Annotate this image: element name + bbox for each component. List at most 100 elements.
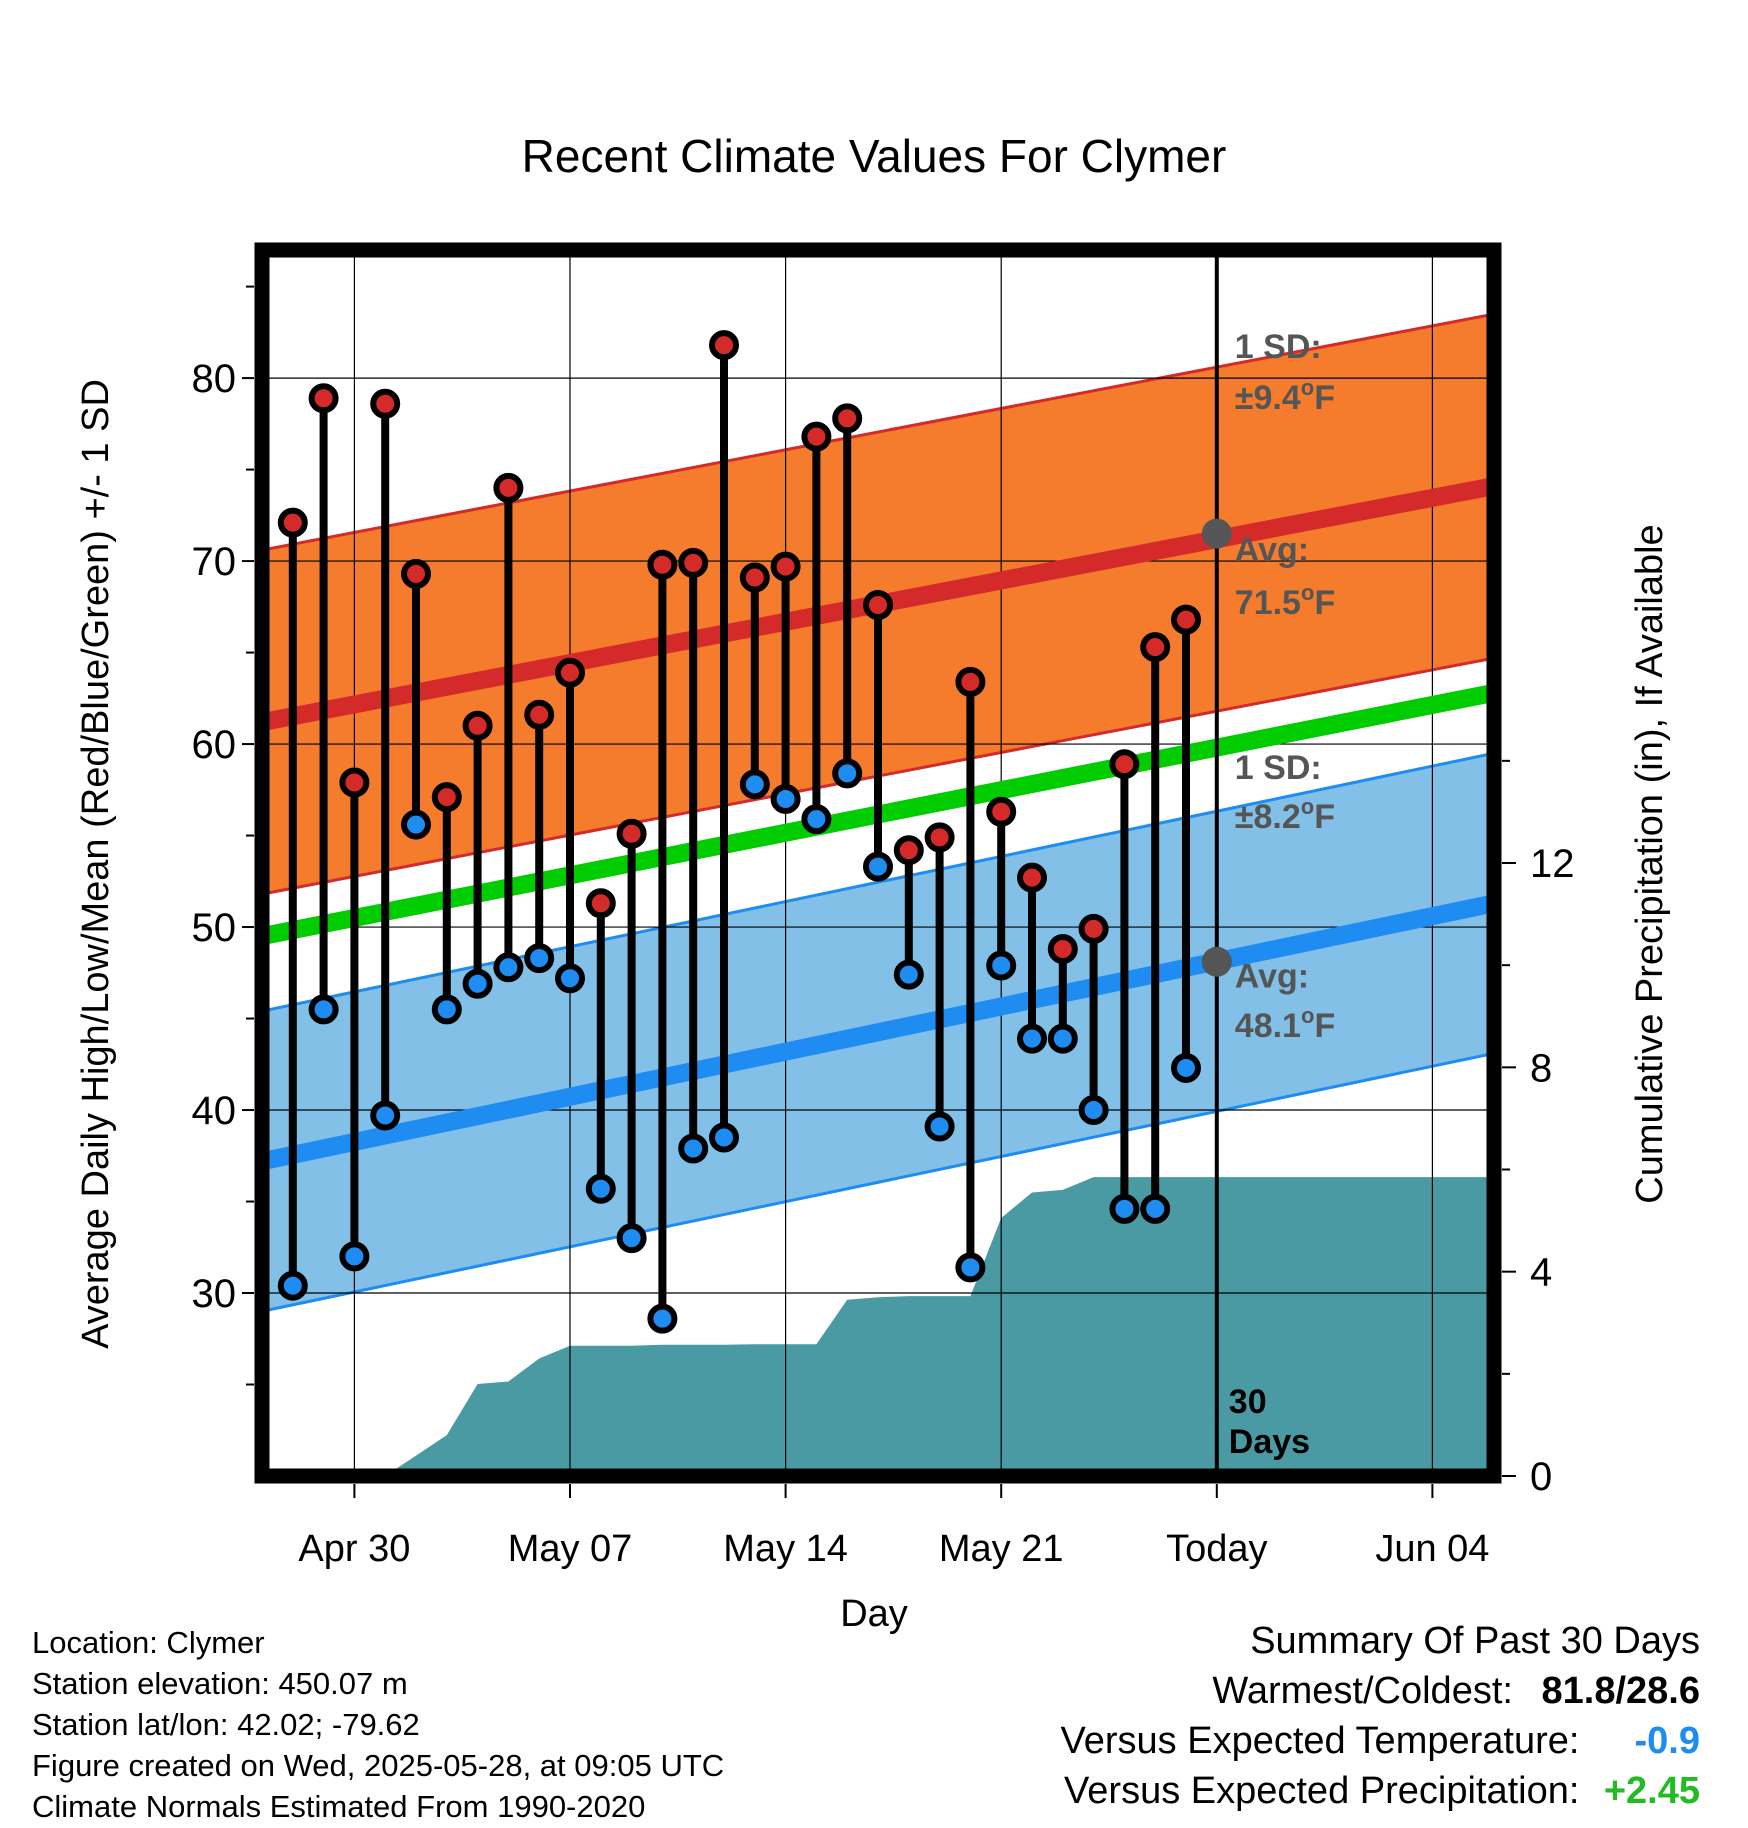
- daily-high-point: [277, 507, 308, 538]
- daily-high-point: [1047, 934, 1078, 965]
- daily-low-point: [370, 1100, 401, 1131]
- x-tick-label: Apr 30: [298, 1528, 410, 1570]
- daily-high-point: [863, 589, 893, 620]
- today-normal-low-marker: [1201, 946, 1232, 977]
- y2-tick-label: 0: [1530, 1455, 1552, 1499]
- y-tick-label: 60: [192, 723, 237, 767]
- daily-low-point: [678, 1133, 709, 1164]
- daily-low-point: [493, 952, 524, 983]
- summary-temp: Versus Expected Temperature: -0.9: [1061, 1720, 1700, 1763]
- daily-high-point: [986, 796, 1017, 827]
- daily-low-point: [1047, 1023, 1078, 1054]
- daily-high-point: [1140, 632, 1171, 663]
- daily-high-point: [709, 330, 739, 361]
- y-tick-label: 30: [192, 1272, 237, 1316]
- y-tick-label: 40: [192, 1089, 237, 1133]
- precip-label: Versus Expected Precipitation:: [1064, 1770, 1580, 1812]
- daily-low-point: [986, 950, 1017, 981]
- daily-low-point: [277, 1270, 308, 1301]
- daily-high-point: [555, 657, 585, 688]
- daily-high-point: [462, 710, 493, 741]
- y2-axis-label: Cumulative Precipitation (in), If Availa…: [1629, 524, 1671, 1203]
- low-avg-value: 48.1oF: [1235, 1003, 1335, 1045]
- normals-text: Climate Normals Estimated From 1990-2020: [32, 1789, 646, 1824]
- daily-high-point: [893, 835, 924, 866]
- low-sd-value: ±8.2oF: [1235, 794, 1335, 836]
- x-tick-label: May 14: [723, 1528, 848, 1570]
- normal-low-line: [262, 894, 1494, 1171]
- daily-low-point: [1109, 1193, 1140, 1224]
- y2-tick-label: 8: [1530, 1046, 1552, 1090]
- daily-high-point: [370, 388, 401, 419]
- precip-area: [323, 1177, 1494, 1476]
- high-avg-label: Avg:: [1235, 531, 1309, 569]
- warm-cold-label: Warmest/Coldest:: [1212, 1670, 1513, 1712]
- y-tick-label: 50: [192, 906, 237, 950]
- daily-low-point: [431, 994, 462, 1025]
- daily-high-point: [308, 383, 339, 414]
- daily-high-point: [1017, 862, 1047, 893]
- daily-high-point: [401, 558, 431, 589]
- daily-low-point: [339, 1241, 370, 1272]
- daily-low-point: [1140, 1193, 1171, 1224]
- created-text: Figure created on Wed, 2025-05-28, at 09…: [32, 1748, 725, 1783]
- daily-low-point: [770, 783, 801, 814]
- x-tick-label: Today: [1166, 1528, 1267, 1570]
- low-sd-band-upper: [262, 751, 1494, 1013]
- daily-low-point: [863, 851, 893, 882]
- daily-low-point: [924, 1111, 955, 1142]
- summary-title: Summary Of Past 30 Days: [1250, 1620, 1700, 1662]
- low-avg-label: Avg:: [1235, 957, 1309, 995]
- daily-high-point: [739, 562, 770, 593]
- daily-low-point: [801, 804, 832, 835]
- daily-low-point: [1078, 1095, 1109, 1126]
- y-tick-label: 80: [192, 357, 237, 401]
- daily-low-point: [555, 963, 585, 994]
- today-normal-high-marker: [1201, 518, 1232, 549]
- high-sd-label: 1 SD:: [1235, 328, 1322, 366]
- daily-high-point: [1109, 749, 1140, 780]
- daily-low-point: [524, 943, 555, 974]
- plot-frame: [254, 242, 1502, 1484]
- warm-cold-value: 81.8/28.6: [1541, 1670, 1700, 1712]
- daily-high-point: [616, 818, 647, 849]
- daily-high-point: [955, 666, 986, 697]
- daily-low-point: [585, 1173, 616, 1204]
- daily-high-point: [524, 699, 555, 730]
- daily-low-point: [709, 1122, 739, 1153]
- x-axis-label: Day: [840, 1593, 908, 1635]
- daily-low-point: [739, 769, 770, 800]
- temp-value: -0.9: [1634, 1720, 1700, 1762]
- daily-high-point: [647, 549, 678, 580]
- y-axis-label: Average Daily High/Low/Mean (Red/Blue/Gr…: [75, 379, 117, 1349]
- daily-high-point: [924, 822, 955, 853]
- daily-low-point: [647, 1303, 678, 1334]
- high-sd-value: ±9.4oF: [1235, 375, 1335, 417]
- precip-value: +2.45: [1603, 1770, 1700, 1812]
- temp-label: Versus Expected Temperature:: [1060, 1720, 1580, 1762]
- daily-high-point: [801, 421, 832, 452]
- daily-high-point: [339, 767, 370, 798]
- daily-low-point: [308, 994, 339, 1025]
- daily-low-point: [1171, 1052, 1201, 1083]
- daily-low-point: [832, 758, 863, 789]
- days-unit-label: Days: [1229, 1423, 1310, 1461]
- daily-low-point: [616, 1223, 647, 1254]
- daily-low-point: [401, 809, 431, 840]
- y-tick-label: 70: [192, 540, 237, 584]
- high-avg-value: 71.5oF: [1235, 580, 1335, 622]
- low-sd-band-lower: [262, 1051, 1494, 1313]
- days-count-label: 30: [1229, 1383, 1267, 1421]
- y2-tick-label: 12: [1530, 842, 1575, 886]
- daily-high-point: [832, 403, 863, 434]
- daily-high-point: [431, 782, 462, 813]
- y2-tick-label: 4: [1530, 1251, 1552, 1295]
- daily-high-point: [678, 547, 709, 578]
- summary-precip: Versus Expected Precipitation: +2.45: [1064, 1770, 1700, 1813]
- summary-warm-cold: Warmest/Coldest: 81.8/28.6: [1212, 1670, 1700, 1713]
- elevation-text: Station elevation: 450.07 m: [32, 1666, 408, 1701]
- daily-low-point: [893, 959, 924, 990]
- daily-low-point: [955, 1252, 986, 1283]
- low-sd-label: 1 SD:: [1235, 749, 1322, 787]
